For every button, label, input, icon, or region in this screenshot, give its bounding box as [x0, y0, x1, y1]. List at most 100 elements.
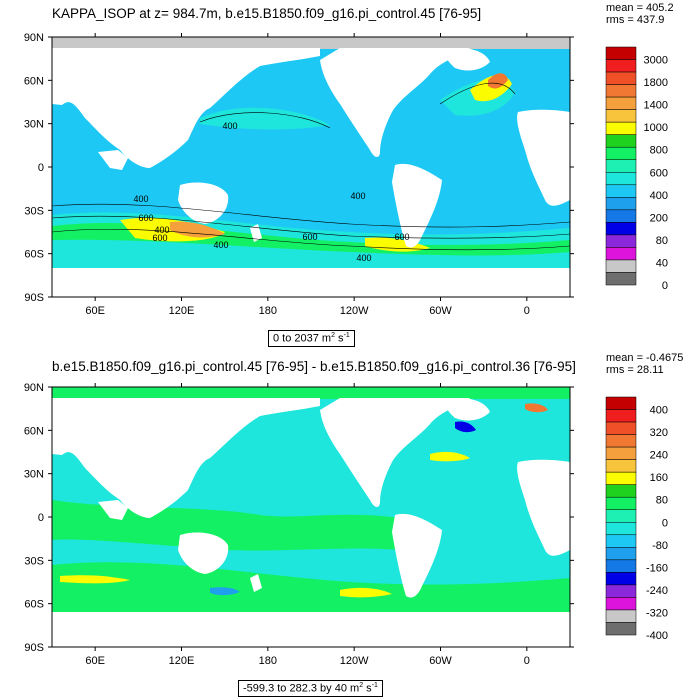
- contour-label: 400: [356, 253, 371, 263]
- panel2-range-exp2: -1: [371, 682, 378, 689]
- y-tick-label: 0: [38, 512, 44, 524]
- panel2-land-india: [98, 500, 128, 520]
- colorbar-label: 0: [662, 517, 668, 529]
- colorbar-swatch: [605, 409, 637, 423]
- x-tick-label: 0: [524, 305, 530, 317]
- panel2-hotspot-1: [60, 575, 130, 584]
- panel1-range-unit: s: [335, 332, 344, 345]
- x-tick-label: 180: [259, 655, 277, 667]
- contour-label: 600: [302, 232, 317, 242]
- panel2-coldspot-1: [210, 587, 240, 596]
- panel1-land-australia: [178, 182, 229, 224]
- colorbar-swatch: [605, 434, 637, 448]
- colorbar-swatch: [605, 396, 637, 410]
- colorbar-swatch: [605, 534, 637, 548]
- colorbar-swatch: [605, 509, 637, 523]
- panel2-arctic-band: [52, 387, 570, 399]
- panel2-land-africa: [517, 459, 570, 556]
- colorbar-swatch: [605, 584, 637, 598]
- panel1-hotspot-south-indian-core: [170, 221, 225, 238]
- panel1-land-greenland: [444, 48, 490, 71]
- panel2-southern-band: [52, 562, 570, 612]
- colorbar-swatch: [605, 59, 637, 73]
- panel1-land-newzealand: [250, 224, 262, 242]
- panel1-land-north-america: [320, 48, 470, 157]
- colorbar-label: 40: [656, 257, 668, 269]
- colorbar-swatch: [605, 609, 637, 623]
- panel1-arctic-band: [52, 37, 570, 49]
- colorbar-label: -400: [646, 630, 668, 642]
- colorbar-swatch: [605, 559, 637, 573]
- y-tick-label: 30N: [24, 119, 44, 131]
- panel2-land-south-america: [392, 513, 442, 598]
- colorbar-label: 400: [650, 190, 668, 202]
- contour-label: 600: [152, 233, 167, 243]
- colorbar-swatch: [605, 459, 637, 473]
- panel2-land-greenland: [444, 398, 490, 421]
- y-tick-label: 60S: [24, 249, 44, 261]
- contour-label: 400: [154, 225, 169, 235]
- y-tick-label: 60S: [24, 599, 44, 611]
- colorbar-swatch: [605, 159, 637, 173]
- colorbar-swatch: [605, 146, 637, 160]
- colorbar-label: 240: [650, 450, 668, 462]
- colorbar-swatch: [605, 547, 637, 561]
- colorbar-swatch: [605, 222, 637, 236]
- panel2-range-text: -599.3 to 282.3 by 40 m: [243, 682, 360, 695]
- colorbar-swatch: [605, 471, 637, 485]
- panel1-range-text: 0 to 2037 m: [273, 332, 332, 345]
- panel2-land-antarctica: [52, 612, 570, 647]
- x-tick-label: 60W: [429, 305, 452, 317]
- x-tick-label: 0: [524, 655, 530, 667]
- y-tick-label: 30N: [24, 469, 44, 481]
- colorbar-label: 600: [650, 167, 668, 179]
- colorbar-label: 3000: [644, 55, 668, 67]
- colorbar-swatch: [605, 109, 637, 123]
- colorbar-swatch: [605, 496, 637, 510]
- panel2-land-eurasia: [52, 398, 320, 518]
- colorbar-swatch: [605, 234, 637, 248]
- panel1-contours: [52, 82, 570, 251]
- panel2-labrador-cold: [455, 421, 476, 433]
- colorbar-swatch: [605, 247, 637, 261]
- x-tick-label: 60E: [85, 305, 105, 317]
- panel2-range-exp: 2: [359, 682, 364, 689]
- x-tick-label: 120E: [169, 305, 195, 317]
- colorbar-label: -160: [646, 562, 668, 574]
- panel1-range-exp2: -1: [343, 332, 350, 339]
- colorbar-label: 800: [650, 145, 668, 157]
- panel1-title: KAPPA_ISOP at z= 984.7m, b.e15.B1850.f09…: [52, 6, 482, 21]
- colorbar-label: -240: [646, 585, 668, 597]
- panel1-range-box: 0 to 2037 m2 s-1: [268, 330, 355, 347]
- colorbar-swatch: [605, 597, 637, 611]
- panel1-mean: mean = 405.2: [606, 2, 674, 14]
- colorbar-label: 200: [650, 212, 668, 224]
- y-tick-label: 90N: [24, 382, 44, 394]
- x-tick-label: 180: [259, 305, 277, 317]
- colorbar-swatch: [605, 96, 637, 110]
- contour-label: 400: [133, 194, 148, 204]
- panel2-map: 90N 60N 30N 0 30S 60S 90S 60E 120E 180 120W 60W 0 40…: [24, 382, 668, 667]
- y-tick-label: 90S: [24, 642, 44, 654]
- colorbar-label: 320: [650, 427, 668, 439]
- panel2-range-unit: s: [363, 682, 372, 695]
- y-tick-label: 90S: [24, 292, 44, 304]
- y-tick-label: 30S: [24, 555, 44, 567]
- panel1-land-antarctica: [52, 268, 570, 297]
- x-tick-label: 120W: [340, 305, 369, 317]
- colorbar-swatch: [605, 522, 637, 536]
- colorbar-swatch: [605, 209, 637, 223]
- colorbar-label: 80: [656, 495, 668, 507]
- colorbar-label: 1000: [644, 122, 668, 134]
- contour-label: 400: [213, 240, 228, 250]
- colorbar-label: 400: [650, 405, 668, 417]
- x-tick-label: 60E: [85, 655, 105, 667]
- panel2-rms: rms = 28.11: [606, 364, 664, 376]
- colorbar-swatch: [605, 134, 637, 148]
- x-tick-label: 120W: [340, 655, 369, 667]
- colorbar-swatch: [605, 84, 637, 98]
- y-tick-label: 60N: [24, 75, 44, 87]
- panel1-kuroshio-region: [200, 107, 330, 130]
- panel2-nordic-hot: [525, 403, 548, 413]
- panel1-land-india: [98, 150, 128, 170]
